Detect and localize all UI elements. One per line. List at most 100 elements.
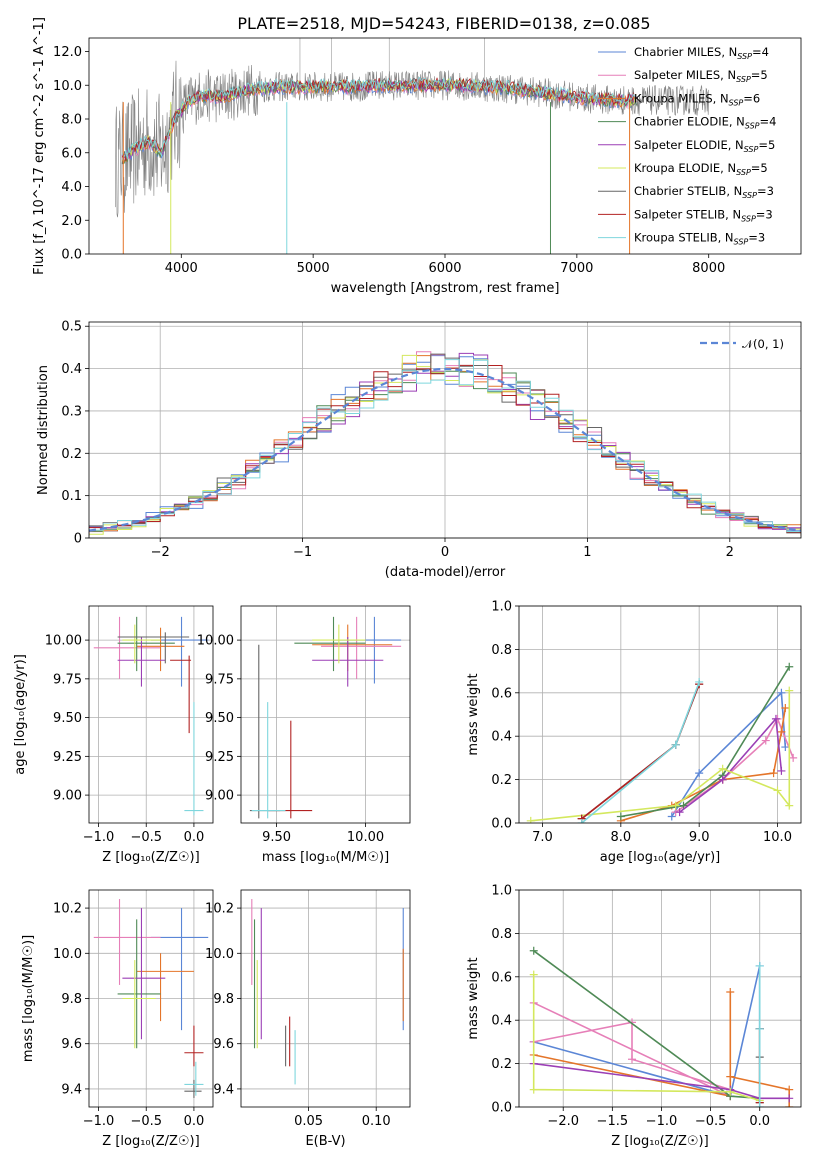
plot-area <box>89 351 801 537</box>
weight-line <box>533 950 760 1100</box>
y-tick-label: 9.75 <box>53 672 82 687</box>
y-tick-label: 0.0 <box>491 1101 512 1116</box>
y-tick-label: 0.2 <box>491 1057 512 1072</box>
y-tick-label: 0.4 <box>61 362 82 377</box>
weight-marker <box>577 819 586 823</box>
weight-marker <box>769 769 778 778</box>
axes-overlay: −2 −1 0 1 2 0 0.1 0.2 0.3 0.4 0.5 (data-model)/erro… <box>36 320 802 580</box>
y-tick-label: 9.25 <box>205 750 234 765</box>
x-tick-label: −1 <box>293 545 312 560</box>
panel-mass_vs_Z: −1.0 −0.5 0.0 9.4 9.6 9.8 10.0 10.2 Z [log₁₀(Z/Z… <box>21 889 214 1149</box>
plot-area <box>115 38 709 254</box>
axes-frame <box>240 605 411 824</box>
model-fit <box>121 77 637 160</box>
weight-marker <box>718 775 727 784</box>
x-axis-label: wavelength [Angstrom, rest frame] <box>331 281 560 296</box>
weight-marker <box>529 970 538 979</box>
legend-entry: 𝒩(0, 1) <box>742 337 784 351</box>
plot-area <box>249 616 402 819</box>
weight-line <box>620 666 790 818</box>
weight-marker <box>777 766 786 775</box>
x-tick-label: −0.5 <box>130 830 162 845</box>
y-tick-label: 9.25 <box>53 750 82 765</box>
weight-marker <box>755 1024 764 1033</box>
weight-marker <box>695 677 704 686</box>
weight-marker <box>726 1072 735 1081</box>
weight-marker <box>695 769 704 778</box>
x-tick-label: −0.5 <box>130 1114 162 1129</box>
y-axis-label: mass weight <box>466 673 481 755</box>
weight-marker <box>726 1087 735 1096</box>
x-tick-label: 10.0 <box>763 830 792 845</box>
y-axis-label: Normed distribution <box>36 365 51 495</box>
weight-marker <box>785 662 794 671</box>
weight-line <box>620 707 787 822</box>
x-tick-label: 0.0 <box>184 1114 205 1129</box>
y-tick-label: 10.0 <box>205 947 234 962</box>
y-tick-label: 0 <box>74 532 82 547</box>
weight-marker <box>667 812 676 821</box>
plot-area <box>526 662 798 823</box>
x-tick-label: −2.0 <box>547 1114 579 1129</box>
x-tick-label: −1.5 <box>597 1114 629 1129</box>
x-tick-label: 0.10 <box>362 1114 391 1129</box>
x-axis-label: age [log₁₀(age/yr)] <box>600 850 721 865</box>
legend-entry: Kroupa ELODIE, NSSP=5 <box>634 161 768 177</box>
x-tick-label: 5000 <box>297 261 330 276</box>
x-axis-label: Z [log₁₀(Z/Z☉)] <box>102 850 199 865</box>
model-fit <box>121 77 637 161</box>
axes-overlay: 7.0 8.0 9.0 10.0 0.0 0.2 0.4 0.6 0.8 1.0 age [log₁… <box>466 600 802 865</box>
x-tick-label: −1.0 <box>646 1114 678 1129</box>
y-tick-label: 0.0 <box>491 817 512 832</box>
x-axis-label: Z [log₁₀(Z/Z☉)] <box>102 1134 199 1149</box>
x-tick-label: 6000 <box>428 261 461 276</box>
weight-marker <box>529 946 538 955</box>
weight-line <box>533 1002 732 1098</box>
axes-overlay: −1.0 −0.5 0.0 9.00 9.25 9.50 9.75 10.00 Z [log₁₀… <box>13 605 214 865</box>
weight-line <box>530 690 791 822</box>
weight-marker <box>785 1103 794 1107</box>
weight-line <box>679 716 783 813</box>
y-tick-label: 10.00 <box>197 634 234 649</box>
weight-line <box>533 1062 790 1100</box>
weight-marker <box>781 703 790 712</box>
y-axis-label: mass [log₁₀(M/M☉)] <box>21 935 36 1062</box>
y-tick-label: 0.1 <box>61 489 82 504</box>
y-tick-label: 0.5 <box>61 320 82 335</box>
weight-marker <box>761 736 770 745</box>
y-tick-label: 6.0 <box>61 146 82 161</box>
axes-frame <box>518 889 802 1108</box>
weight-marker <box>671 740 680 749</box>
plot-area <box>251 899 404 1085</box>
y-tick-label: 9.6 <box>61 1037 82 1052</box>
axes-frame <box>88 605 214 824</box>
y-tick-label: 12.0 <box>53 45 82 60</box>
y-tick-label: 0.4 <box>491 1014 512 1029</box>
y-tick-label: 1.0 <box>491 600 512 615</box>
x-tick-label: 0.0 <box>184 830 205 845</box>
x-axis-label: E(B-V) <box>305 1134 345 1149</box>
x-tick-label: 8000 <box>692 261 725 276</box>
weight-marker <box>755 961 764 970</box>
panel-age_vs_mass: 9.50 10.00 9.00 9.25 9.50 9.75 10.00 mass [log₁… <box>197 605 411 865</box>
axes-overlay: −2.0 −1.5 −1.0 −0.5 0.0 0.0 0.2 0.4 0.6 0.8 1.0 Z [… <box>466 884 802 1149</box>
y-tick-label: 10.2 <box>53 902 82 917</box>
legend-entry: Salpeter STELIB, NSSP=3 <box>634 207 773 223</box>
x-tick-label: 2 <box>726 545 734 560</box>
y-axis-label: mass weight <box>466 957 481 1039</box>
axes-frame <box>518 605 802 824</box>
y-tick-label: 10.0 <box>53 947 82 962</box>
y-tick-label: 9.00 <box>205 789 234 804</box>
y-tick-label: 2.0 <box>61 214 82 229</box>
weight-marker <box>771 714 780 723</box>
y-tick-label: 0.0 <box>61 248 82 263</box>
x-tick-label: −0.5 <box>695 1114 727 1129</box>
x-tick-label: 0.05 <box>294 1114 323 1129</box>
x-tick-label: −2 <box>151 545 170 560</box>
legend-entry: Chabrier MILES, NSSP=4 <box>634 45 769 61</box>
x-tick-label: 9.0 <box>689 830 710 845</box>
legend-entry: Salpeter MILES, NSSP=5 <box>634 68 768 84</box>
plot-area <box>529 946 794 1107</box>
x-tick-label: 7000 <box>560 261 593 276</box>
